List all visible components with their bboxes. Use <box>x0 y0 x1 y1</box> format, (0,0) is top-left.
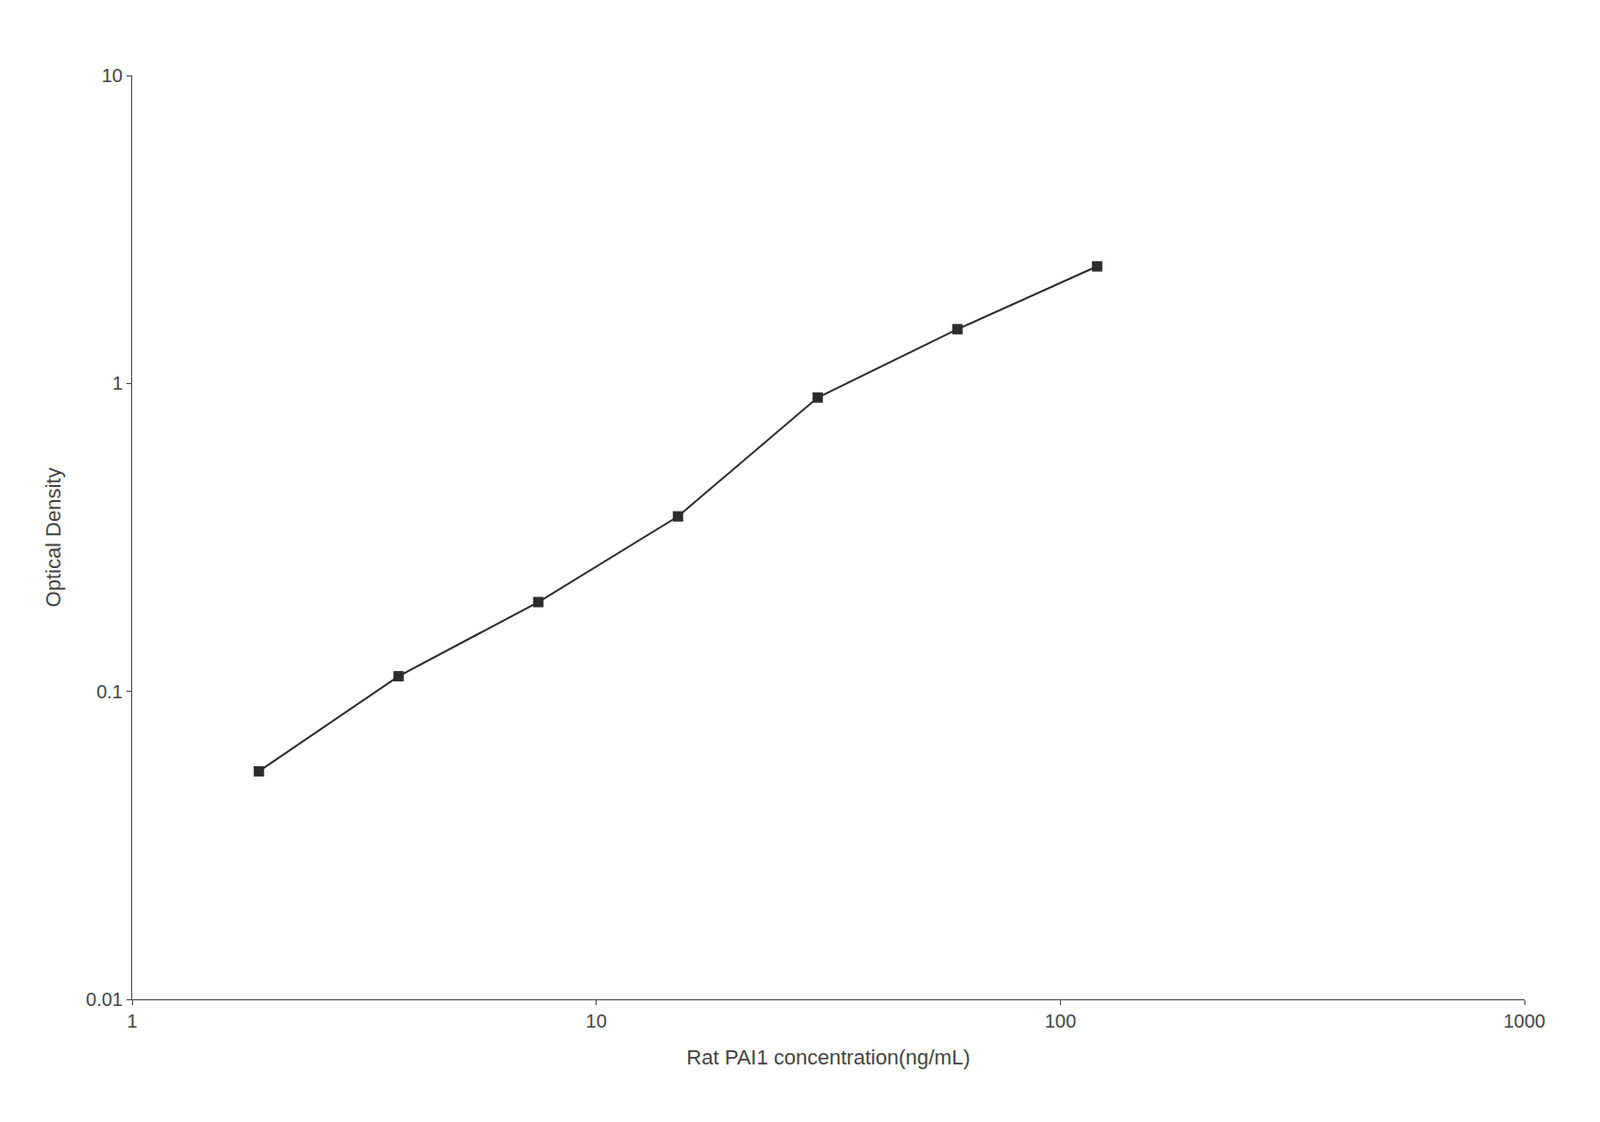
svg-text:1000: 1000 <box>1503 1010 1547 1032</box>
svg-text:100: 100 <box>1044 1010 1077 1032</box>
svg-text:1: 1 <box>126 1010 137 1032</box>
svg-text:Rat PAI1 concentration(ng/mL): Rat PAI1 concentration(ng/mL) <box>686 1045 970 1070</box>
svg-text:1: 1 <box>112 372 123 394</box>
svg-text:0.01: 0.01 <box>85 989 123 1011</box>
svg-text:Optical Density: Optical Density <box>41 468 66 608</box>
svg-text:10: 10 <box>101 65 123 86</box>
svg-text:0.1: 0.1 <box>96 681 123 703</box>
svg-text:10: 10 <box>586 1010 607 1032</box>
